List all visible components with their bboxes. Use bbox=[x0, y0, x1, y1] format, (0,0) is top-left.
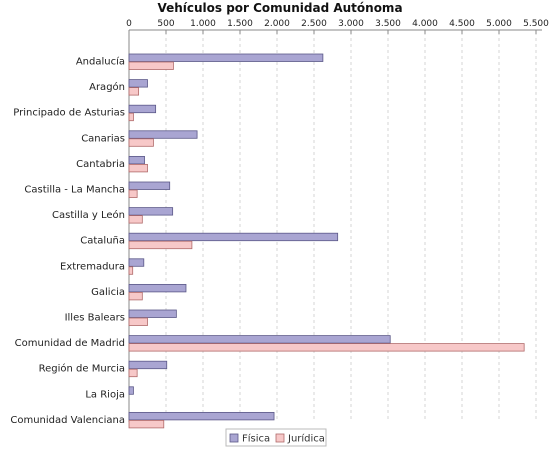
bar-fisica bbox=[128, 283, 187, 293]
category-label: Comunidad de Madrid bbox=[15, 338, 125, 349]
legend-label: Física bbox=[242, 433, 270, 445]
category-label: Galicia bbox=[91, 287, 125, 298]
bar-fisica bbox=[128, 181, 171, 190]
x-tick-label: 500 bbox=[157, 19, 174, 29]
grid-lines bbox=[165, 32, 537, 422]
bar-juridica bbox=[128, 215, 143, 224]
bar-fisica bbox=[128, 232, 339, 242]
category-label: Illes Balears bbox=[65, 313, 125, 324]
bar-fisica bbox=[128, 207, 174, 216]
bar-fisica bbox=[128, 130, 198, 139]
legend: Física Jurídica bbox=[225, 428, 327, 447]
category-label: Cantabria bbox=[76, 159, 125, 170]
category-label: Principado de Asturias bbox=[13, 108, 125, 119]
x-tick-label: 2.500 bbox=[301, 19, 327, 29]
bar-juridica bbox=[128, 368, 138, 378]
bar-fisica bbox=[128, 79, 148, 88]
category-label: Andalucía bbox=[76, 56, 125, 68]
bar-fisica bbox=[128, 53, 324, 62]
bar-juridica bbox=[128, 163, 148, 173]
bar-juridica bbox=[128, 419, 165, 429]
bar-juridica bbox=[128, 291, 143, 301]
category-label: Comunidad Valenciana bbox=[10, 415, 125, 426]
x-tick-label: 3.000 bbox=[338, 19, 364, 29]
x-tick-label: 3.500 bbox=[375, 19, 401, 29]
x-tick-label: 4.000 bbox=[412, 19, 438, 29]
bar-juridica bbox=[128, 317, 148, 326]
bar-fisica bbox=[128, 258, 145, 267]
category-labels: Andalucía Aragón Principado de Asturias Can… bbox=[10, 56, 125, 426]
bar-fisica bbox=[128, 309, 177, 318]
bar-juridica bbox=[128, 343, 525, 352]
bar-juridica bbox=[128, 266, 134, 275]
bars bbox=[128, 53, 525, 429]
legend-label: Jurídica bbox=[287, 433, 325, 445]
bar-fisica bbox=[128, 155, 145, 165]
category-label: Región de Murcia bbox=[39, 363, 125, 375]
bar-juridica bbox=[128, 240, 193, 250]
category-label: La Rioja bbox=[85, 389, 125, 400]
category-label: Castilla - La Mancha bbox=[24, 185, 125, 196]
x-tick-label: 5.000 bbox=[486, 19, 512, 29]
category-label: Castilla y León bbox=[52, 209, 125, 221]
x-tick-label: 0 bbox=[126, 19, 132, 29]
bar-fisica bbox=[128, 104, 157, 114]
x-tick-label: 4.500 bbox=[449, 19, 475, 29]
bar-fisica bbox=[128, 386, 134, 395]
axes: 0 500 1.000 1.500 2.000 2.500 3.000 3.500 4.000 4… bbox=[126, 19, 549, 422]
x-tick-label: 2.000 bbox=[264, 19, 290, 29]
bar-juridica bbox=[128, 87, 140, 96]
chart-title: Vehículos por Comunidad Autónoma bbox=[157, 1, 402, 15]
bar-juridica bbox=[128, 112, 134, 122]
legend-swatch bbox=[229, 433, 239, 443]
category-label: Extremadura bbox=[60, 261, 125, 272]
bar-juridica bbox=[128, 61, 174, 70]
legend-swatch bbox=[275, 433, 285, 443]
x-tick-label: 1.000 bbox=[190, 19, 216, 29]
category-label: Cataluña bbox=[80, 236, 125, 247]
x-tick-label: 5.500 bbox=[523, 19, 549, 29]
bar-fisica bbox=[128, 335, 391, 344]
bar-fisica bbox=[128, 360, 168, 370]
bar-fisica bbox=[128, 411, 275, 421]
category-label: Aragón bbox=[89, 81, 125, 93]
category-label: Canarias bbox=[81, 133, 125, 144]
bar-juridica bbox=[128, 138, 154, 147]
bar-juridica bbox=[128, 189, 138, 198]
x-tick-label: 1.500 bbox=[227, 19, 253, 29]
